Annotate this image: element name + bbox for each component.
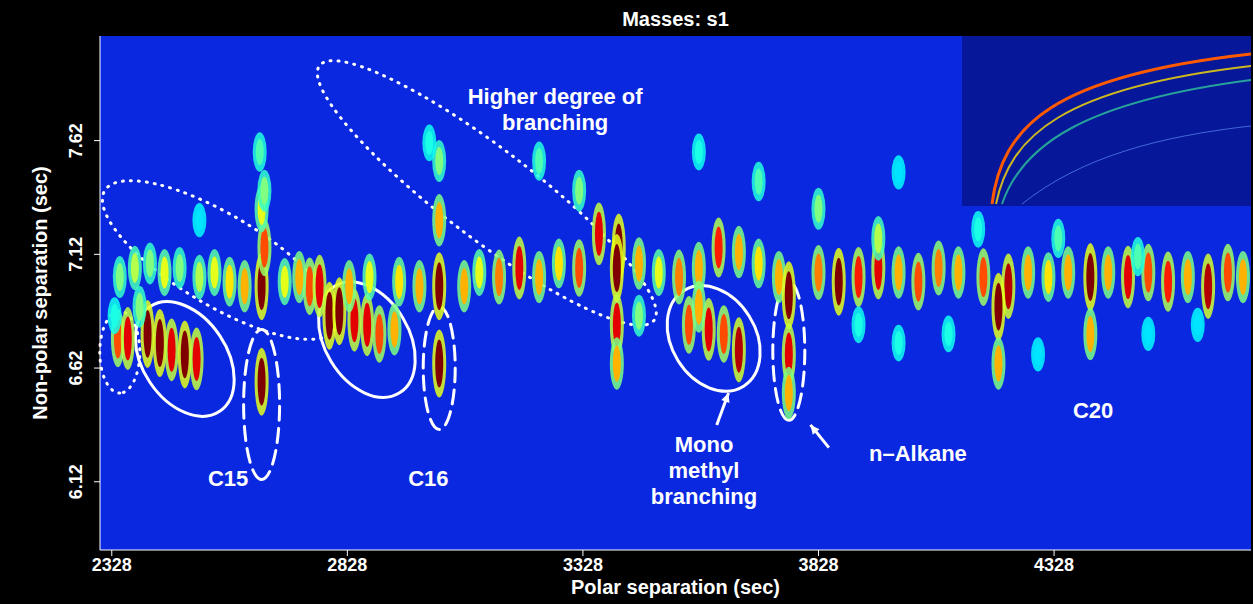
svg-text:7.62: 7.62	[66, 123, 86, 158]
svg-text:7.12: 7.12	[66, 237, 86, 272]
svg-text:3828: 3828	[798, 555, 838, 575]
svg-text:6.12: 6.12	[66, 464, 86, 499]
svg-text:Higher degree ofbranching: Higher degree ofbranching	[468, 84, 643, 135]
svg-text:Monomethylbranching: Monomethylbranching	[651, 432, 757, 509]
svg-text:Masses: s1: Masses: s1	[622, 8, 729, 30]
svg-text:2828: 2828	[327, 555, 367, 575]
svg-text:Non-polar separation (sec): Non-polar separation (sec)	[29, 166, 51, 419]
svg-text:n–Alkane: n–Alkane	[869, 441, 967, 466]
svg-text:4328: 4328	[1034, 555, 1074, 575]
svg-text:C16: C16	[408, 466, 448, 491]
svg-text:C15: C15	[208, 466, 248, 491]
svg-text:6.62: 6.62	[66, 351, 86, 386]
svg-text:Polar separation (sec): Polar separation (sec)	[571, 576, 780, 598]
svg-text:3328: 3328	[563, 555, 603, 575]
svg-text:2328: 2328	[92, 555, 132, 575]
svg-text:C20: C20	[1073, 398, 1113, 423]
